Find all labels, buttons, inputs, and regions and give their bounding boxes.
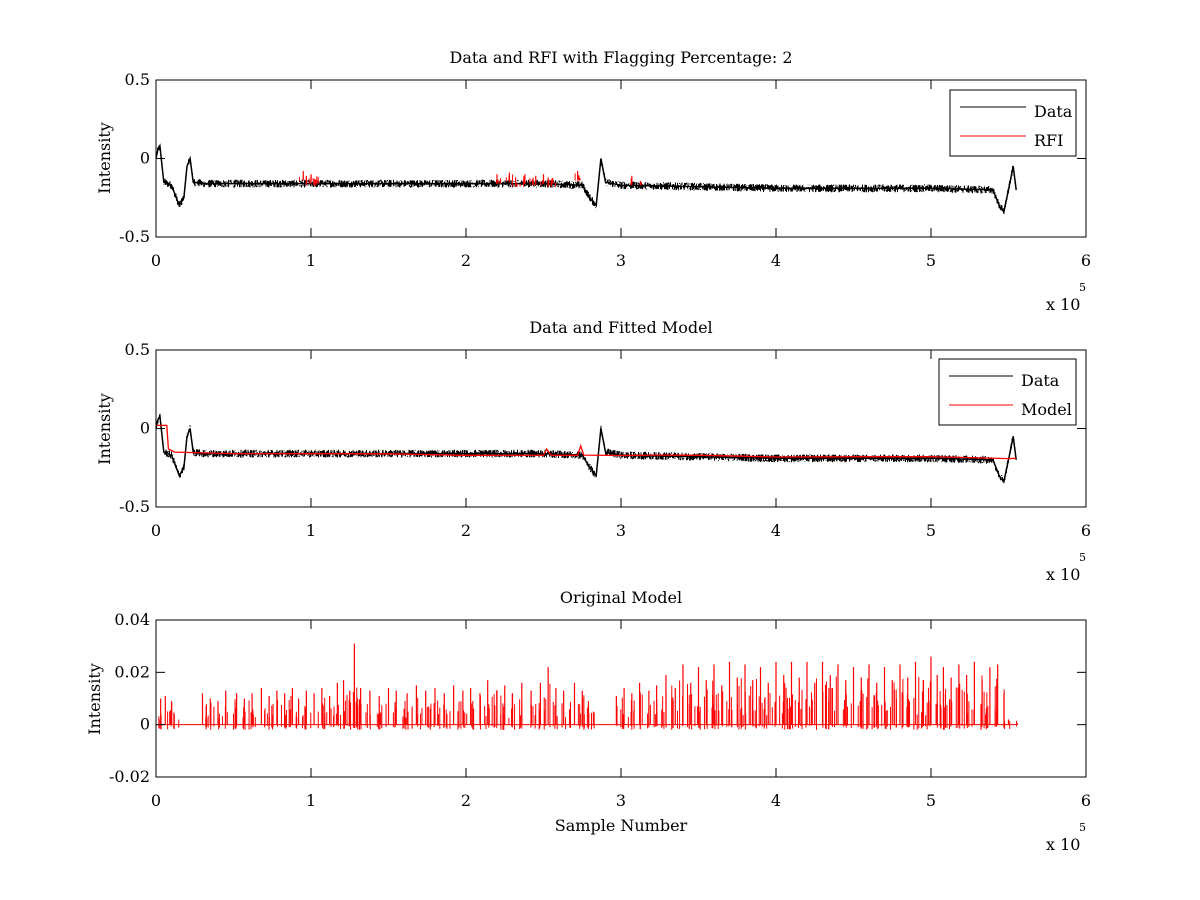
x-tick-label: 1 <box>306 521 316 540</box>
x-exponent-base: x 10 <box>1046 565 1080 584</box>
x-tick-label: 2 <box>461 791 471 810</box>
y-axis-label: Intensity <box>85 663 104 735</box>
y-tick-label: 0.02 <box>114 662 150 681</box>
legend: Data RFI <box>949 89 1077 157</box>
subplot-fitted-model: Data and Fitted Model Intensity 0 1 2 3 4 5 6 -… <box>95 318 1091 584</box>
x-tick-label: 3 <box>616 791 626 810</box>
x-tick-label: 4 <box>771 251 781 270</box>
y-tick-label: 0 <box>140 715 150 734</box>
x-tick-label: 4 <box>771 791 781 810</box>
legend-label-data: Data <box>1034 102 1073 121</box>
x-tick-label: 0 <box>151 251 161 270</box>
x-tick-label: 0 <box>151 521 161 540</box>
subplot-rfi: Data and RFI with Flagging Percentage: 2… <box>95 48 1091 314</box>
series-data-centerline <box>155 143 1017 214</box>
x-tick-label: 1 <box>306 791 316 810</box>
x-tick-label: 5 <box>926 791 936 810</box>
subplot-title: Data and Fitted Model <box>529 318 712 337</box>
x-tick-label: 3 <box>616 521 626 540</box>
subplot-title: Original Model <box>560 588 682 607</box>
y-axis-label: Intensity <box>95 393 114 465</box>
x-tick-label: 6 <box>1081 791 1091 810</box>
x-exponent-base: x 10 <box>1046 835 1080 854</box>
x-tick-label: 6 <box>1081 521 1091 540</box>
y-tick-label: -0.5 <box>119 227 150 246</box>
y-tick-label: 0 <box>140 419 150 438</box>
y-tick-label: 0.04 <box>114 610 150 629</box>
y-tick-label: 0 <box>140 149 150 168</box>
x-tick-label: 4 <box>771 521 781 540</box>
subplot-original-model: Original Model Intensity 0 1 2 3 4 5 6-0.0200.… <box>85 588 1091 854</box>
subplot-title: Data and RFI with Flagging Percentage: 2 <box>449 48 792 67</box>
y-tick-label: -0.5 <box>119 497 150 516</box>
x-tick-label: 0 <box>151 791 161 810</box>
legend-box <box>949 89 1077 157</box>
x-exponent-power: 5 <box>1079 281 1086 294</box>
ticks: 0 1 2 3 4 5 6-0.500.5 <box>119 70 1091 270</box>
x-tick-label: 3 <box>616 251 626 270</box>
series-data-centerline <box>155 413 1017 484</box>
x-exponent-base: x 10 <box>1046 295 1080 314</box>
x-tick-label: 2 <box>461 251 471 270</box>
x-exponent-power: 5 <box>1079 551 1086 564</box>
y-tick-label: -0.02 <box>109 767 150 786</box>
plot-area <box>156 643 1018 730</box>
x-tick-label: 2 <box>461 521 471 540</box>
series-model-line <box>156 424 1017 460</box>
x-exponent-power: 5 <box>1079 821 1086 834</box>
y-tick-label: 0.5 <box>125 340 150 359</box>
x-tick-label: 6 <box>1081 251 1091 270</box>
legend-label-rfi: RFI <box>1034 131 1063 150</box>
legend: Data Model <box>938 358 1077 426</box>
x-tick-label: 5 <box>926 521 936 540</box>
ticks: 0 1 2 3 4 5 6-0.500.5 <box>119 340 1091 540</box>
legend-box <box>938 358 1077 426</box>
x-tick-label: 5 <box>926 251 936 270</box>
legend-label-model: Model <box>1021 400 1072 419</box>
legend-label-data: Data <box>1021 371 1060 390</box>
x-axis-label: Sample Number <box>555 816 688 835</box>
x-tick-label: 1 <box>306 251 316 270</box>
y-tick-label: 0.5 <box>125 70 150 89</box>
y-axis-label: Intensity <box>95 122 114 194</box>
